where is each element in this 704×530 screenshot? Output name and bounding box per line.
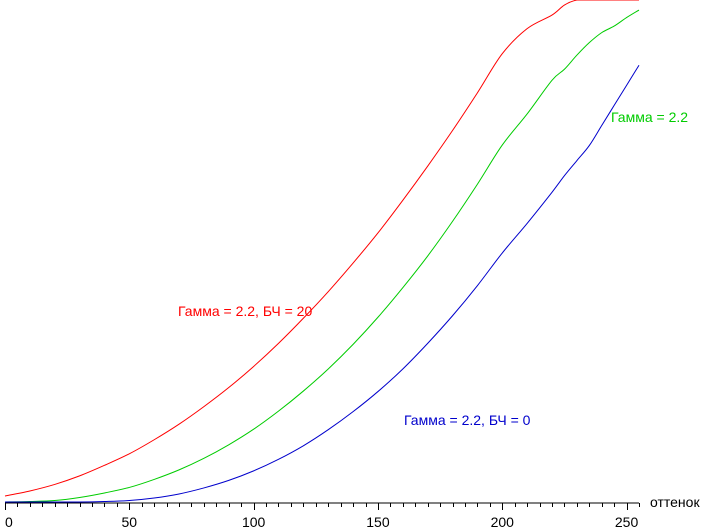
series-label-blue: Гамма = 2.2, БЧ = 0 <box>404 412 531 428</box>
x-tick-label: 0 <box>5 514 13 530</box>
x-ticks: 0 50 100 150 200 250 <box>5 503 640 530</box>
x-tick-label: 50 <box>122 514 138 530</box>
x-tick-label: 200 <box>491 514 515 530</box>
x-axis-title: оттенок <box>650 494 700 510</box>
series-label-green: Гамма = 2.2 <box>611 109 688 125</box>
x-tick-label: 250 <box>615 514 639 530</box>
series-labels: Гамма = 2.2, БЧ = 20 Гамма = 2.2 Гамма =… <box>178 109 688 428</box>
series-layer <box>4 0 640 503</box>
series-line-2 <box>5 64 640 503</box>
x-tick-label: 150 <box>366 514 390 530</box>
series-label-red: Гамма = 2.2, БЧ = 20 <box>178 303 312 319</box>
x-tick-label: 100 <box>242 514 266 530</box>
series-line-1 <box>4 9 640 503</box>
series-line-0 <box>4 0 639 497</box>
